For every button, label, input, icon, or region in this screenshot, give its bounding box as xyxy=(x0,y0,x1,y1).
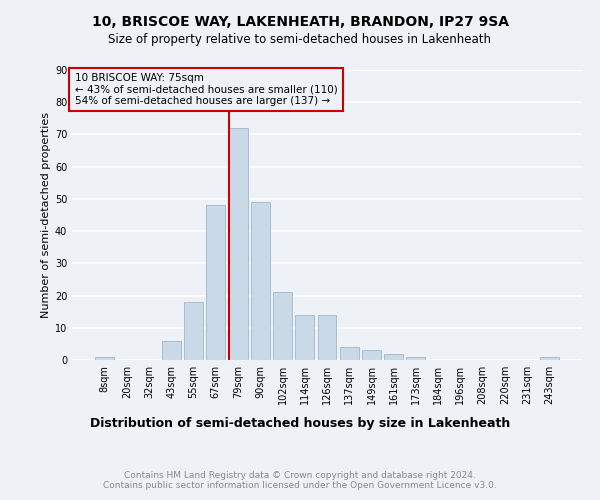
Text: 10, BRISCOE WAY, LAKENHEATH, BRANDON, IP27 9SA: 10, BRISCOE WAY, LAKENHEATH, BRANDON, IP… xyxy=(91,15,509,29)
Bar xyxy=(184,302,203,360)
Bar xyxy=(540,357,559,360)
Bar xyxy=(362,350,381,360)
Text: 10 BRISCOE WAY: 75sqm
← 43% of semi-detached houses are smaller (110)
54% of sem: 10 BRISCOE WAY: 75sqm ← 43% of semi-deta… xyxy=(74,73,337,106)
Bar xyxy=(251,202,270,360)
Y-axis label: Number of semi-detached properties: Number of semi-detached properties xyxy=(41,112,50,318)
Text: Distribution of semi-detached houses by size in Lakenheath: Distribution of semi-detached houses by … xyxy=(90,418,510,430)
Bar xyxy=(295,315,314,360)
Text: Contains HM Land Registry data © Crown copyright and database right 2024.
Contai: Contains HM Land Registry data © Crown c… xyxy=(103,470,497,490)
Text: Size of property relative to semi-detached houses in Lakenheath: Size of property relative to semi-detach… xyxy=(109,32,491,46)
Bar xyxy=(273,292,292,360)
Bar xyxy=(406,357,425,360)
Bar xyxy=(206,206,225,360)
Bar xyxy=(384,354,403,360)
Bar xyxy=(229,128,248,360)
Bar xyxy=(162,340,181,360)
Bar xyxy=(95,357,114,360)
Bar xyxy=(340,347,359,360)
Bar xyxy=(317,315,337,360)
